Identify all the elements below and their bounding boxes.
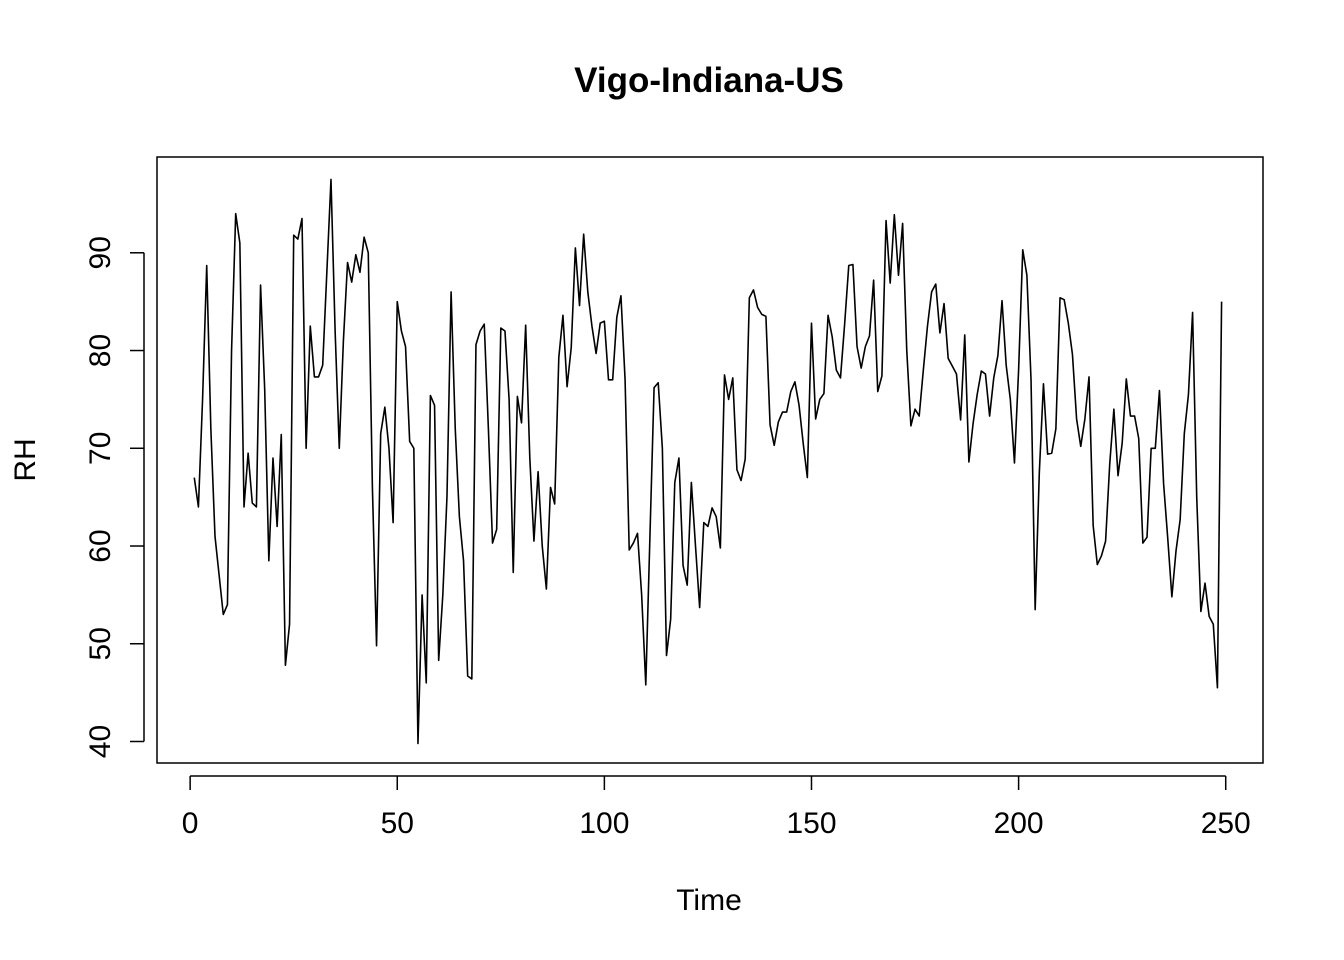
y-axis: 40 50 60 70 80 90	[84, 236, 145, 758]
plot-frame	[156, 156, 1264, 764]
y-tick-label: 40	[84, 725, 117, 758]
y-tick-label: 70	[84, 432, 117, 465]
y-tick-label: 90	[84, 236, 117, 269]
series-line	[193, 178, 1223, 745]
x-tick-label: 0	[182, 807, 199, 840]
y-tick-label: 50	[84, 627, 117, 660]
x-tick-label: 100	[579, 807, 629, 840]
x-tick-label: 250	[1201, 807, 1251, 840]
y-axis-label: RH	[9, 438, 42, 481]
x-axis-label: Time	[676, 884, 742, 917]
y-tick-label: 60	[84, 529, 117, 562]
x-tick-label: 50	[381, 807, 414, 840]
x-tick-label: 200	[994, 807, 1044, 840]
chart-title: Vigo-Indiana-US	[574, 61, 844, 100]
x-tick-label: 150	[786, 807, 836, 840]
x-axis: 0 50 100 150 200 250	[182, 775, 1251, 840]
y-tick-label: 80	[84, 334, 117, 367]
